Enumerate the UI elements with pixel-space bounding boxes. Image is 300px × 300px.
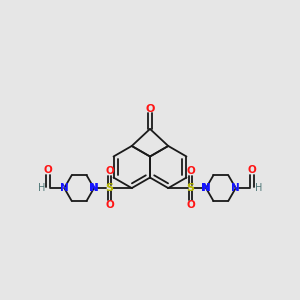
Text: N: N: [60, 183, 69, 193]
Text: N: N: [201, 183, 211, 193]
Text: N: N: [231, 183, 240, 193]
Text: H: H: [38, 183, 45, 193]
Text: O: O: [105, 167, 114, 176]
Text: O: O: [186, 200, 195, 210]
Text: H: H: [255, 183, 262, 193]
Text: N: N: [89, 183, 99, 193]
Text: O: O: [186, 167, 195, 176]
Text: O: O: [248, 165, 256, 176]
Text: N: N: [202, 183, 210, 193]
Text: S: S: [106, 183, 113, 193]
Text: S: S: [187, 183, 194, 193]
Text: O: O: [44, 165, 52, 176]
Text: O: O: [105, 200, 114, 210]
Text: N: N: [90, 183, 98, 193]
Text: O: O: [145, 103, 155, 113]
